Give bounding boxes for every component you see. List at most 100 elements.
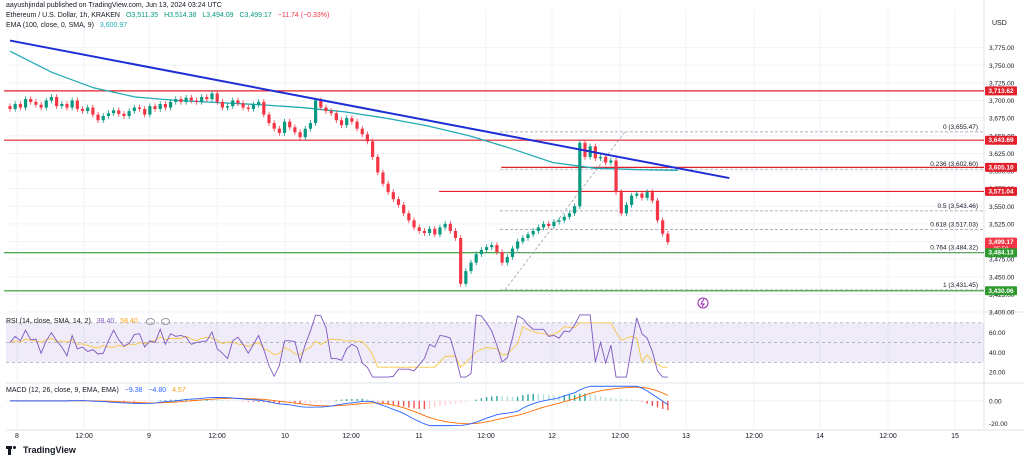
candle-body: [557, 220, 561, 222]
candle-body: [360, 128, 364, 135]
candle-body: [122, 113, 126, 117]
rsi-value: 38.40: [96, 318, 115, 326]
macd-line: [10, 385, 669, 427]
candle-body: [598, 156, 603, 159]
candle-body: [112, 110, 116, 114]
candle-body: [526, 234, 530, 238]
candle-body: [251, 104, 256, 109]
candle-body: [91, 107, 95, 115]
y-tick-label: 3,475.00: [989, 257, 1015, 264]
candle-body: [189, 97, 193, 101]
ema-value: 3,600.97: [99, 22, 128, 29]
candle-body: [174, 99, 178, 102]
x-tick-label: 15: [951, 433, 959, 440]
candle-body: [433, 228, 437, 235]
candle-body: [391, 192, 395, 200]
fib-level-label: 0.618 (3,517.03): [930, 221, 978, 228]
candle-body: [200, 96, 204, 102]
candle-body: [75, 100, 79, 109]
price-badge-label: 3,605.10: [988, 164, 1014, 171]
candle-body: [640, 193, 644, 198]
lightning-icon: [700, 298, 705, 308]
candle-body: [117, 110, 121, 114]
ema-line: [9, 50, 678, 171]
candle-body: [624, 204, 629, 214]
candle-body: [604, 156, 608, 163]
candle-body: [661, 220, 665, 234]
ema-label: EMA (100, close, 0, SMA, 9): [6, 22, 94, 29]
price-badge: [985, 86, 1017, 96]
candle-body: [355, 121, 359, 129]
candle-body: [80, 108, 85, 112]
x-tick-label: 12:00: [75, 433, 93, 440]
event-icon: [697, 297, 709, 309]
candle-body: [635, 193, 639, 196]
candle-body: [101, 116, 105, 121]
candle-body: [630, 195, 634, 205]
x-tick-label: 12: [548, 433, 556, 440]
candle-body: [412, 220, 416, 228]
candle-body: [127, 111, 131, 117]
ohlc-high: H3,514.38: [164, 12, 197, 19]
candle-body: [272, 123, 276, 129]
y-tick-label: 3,725.00: [989, 80, 1015, 87]
x-tick-label: 9: [147, 433, 151, 440]
candle-body: [365, 134, 370, 142]
signal-value: −4.80: [148, 387, 167, 394]
candle-body: [329, 111, 333, 114]
fib-level-label: 0 (3,655.47): [943, 124, 978, 131]
candle-body: [459, 237, 463, 284]
candle-body: [422, 230, 426, 234]
candle-body: [402, 204, 406, 214]
candle-body: [34, 101, 38, 105]
macd-label: MACD (12, 26, close, 9, EMA, EMA): [6, 387, 119, 394]
candle-body: [277, 128, 281, 133]
candle-body: [231, 100, 235, 107]
candle-body: [350, 118, 354, 122]
candle-body: [293, 127, 297, 133]
candle-body: [179, 99, 183, 102]
candle-body: [567, 213, 572, 217]
candle-body: [303, 128, 307, 138]
candle-body: [153, 106, 157, 109]
candle-body: [13, 104, 17, 109]
candle-body: [386, 183, 390, 193]
candle-body: [505, 257, 509, 263]
candle-body: [215, 93, 219, 102]
x-tick-label: 10: [281, 433, 289, 440]
y-tick-label: 3,550.00: [989, 204, 1015, 211]
candle-body: [531, 230, 535, 235]
candle-body: [143, 108, 147, 115]
candle-body: [536, 227, 540, 231]
x-tick-label: 12:00: [611, 433, 629, 440]
eye-icon[interactable]: [160, 318, 170, 325]
rsi-tick-label: 40.00: [989, 350, 1006, 357]
candle-body: [614, 160, 618, 193]
price-badge: [985, 162, 1017, 172]
fib-level-label: 0.764 (3,484.32): [930, 245, 978, 252]
symbol-title: Ethereum / U.S. Dollar, 1h, KRAKEN: [6, 12, 120, 19]
x-tick-label: 12:00: [879, 433, 897, 440]
tradingview-footer[interactable]: TradingView: [6, 445, 76, 455]
eye-icon[interactable]: [145, 318, 155, 325]
candle-body: [396, 199, 401, 205]
rsi-label: RSI (14, close, SMA, 14, 2): [6, 318, 91, 326]
signal-line: [10, 386, 669, 425]
candle-body: [381, 172, 385, 184]
y-tick-label: 3,600.00: [989, 169, 1015, 176]
candle-body: [137, 107, 142, 109]
ohlc-open: O3,511.35: [125, 12, 159, 19]
macd-tick-label: -20.00: [989, 421, 1008, 428]
candle-body: [236, 100, 240, 104]
candle-body: [334, 113, 338, 121]
candle-body: [547, 223, 551, 226]
candle-body: [23, 99, 28, 108]
ohlc-change: −11.74 (−0.33%): [277, 12, 330, 19]
candle-body: [469, 262, 473, 272]
trendline: [9, 39, 730, 180]
candle-body: [225, 106, 230, 108]
candle-body: [619, 192, 623, 214]
y-tick-label: 3,700.00: [989, 98, 1015, 105]
macd-value: −9.38: [124, 387, 143, 394]
